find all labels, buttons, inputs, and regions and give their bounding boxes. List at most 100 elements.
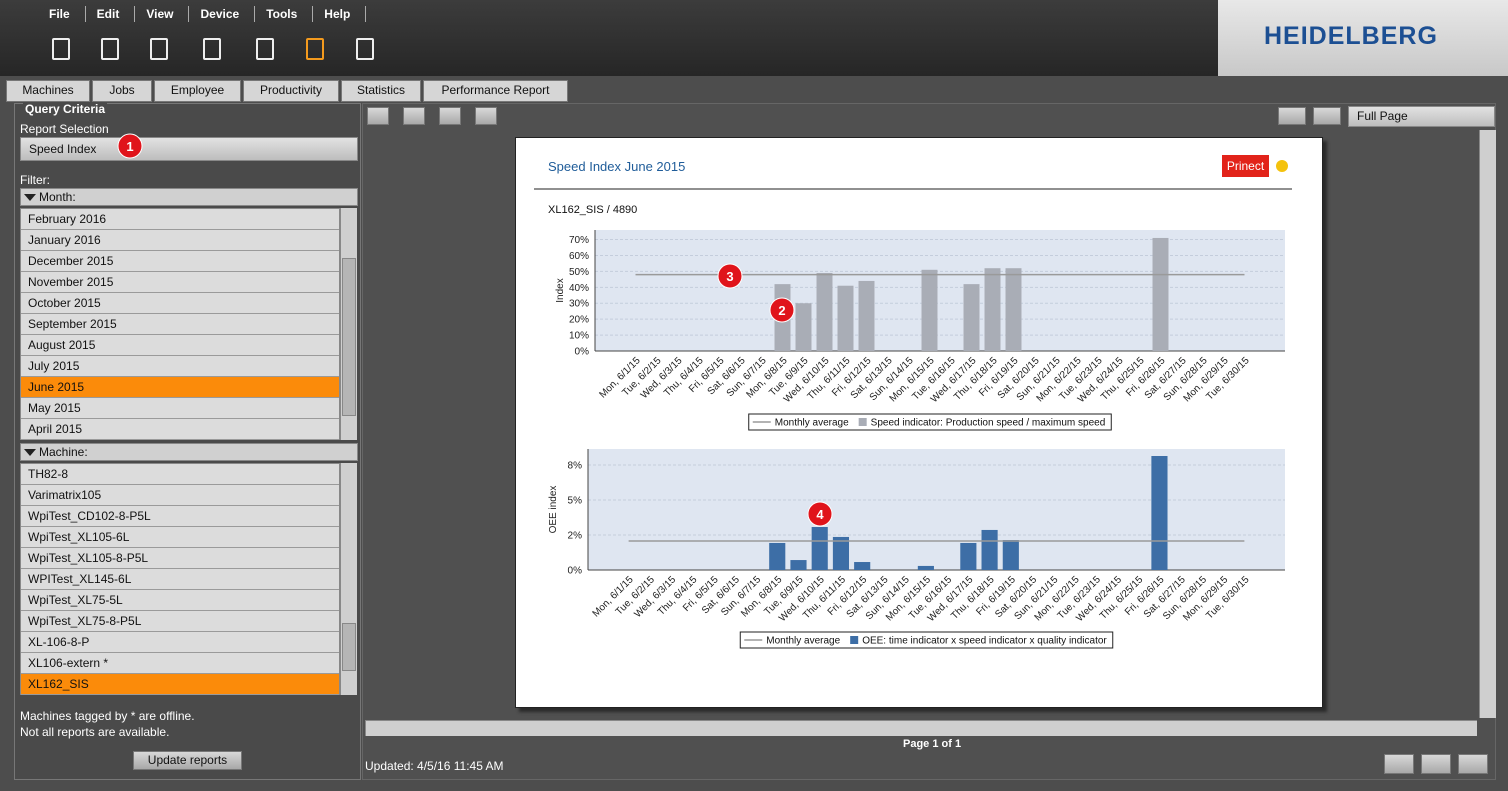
y-tick-label: 2% <box>568 530 583 541</box>
menu-item[interactable]: Help <box>313 6 367 22</box>
scrollbar[interactable] <box>365 720 1477 736</box>
bar <box>811 527 828 570</box>
nav-prev[interactable] <box>403 107 425 125</box>
scrollbar[interactable] <box>1479 130 1496 718</box>
legend-swatch <box>858 418 867 426</box>
list-item[interactable]: January 2016 <box>21 230 339 251</box>
list-item[interactable]: May 2015 <box>21 398 339 419</box>
scrollbar[interactable] <box>340 208 357 440</box>
list-item[interactable]: July 2015 <box>21 356 339 377</box>
y-tick-label: 0% <box>568 566 583 577</box>
toolbar-icon[interactable] <box>356 38 374 60</box>
bar <box>1151 456 1168 570</box>
list-item[interactable]: WpiTest_XL105-6L <box>21 527 339 548</box>
list-item[interactable]: WpiTest_XL105-8-P5L <box>21 548 339 569</box>
report-title: Speed Index June 2015 <box>548 159 685 174</box>
list-item[interactable]: XL-106-8-P <box>21 632 339 653</box>
update-button[interactable]: Update reports <box>133 751 242 770</box>
machine-list: TH82-8 Varimatrix105 WpiTest_CD102-8-P5L Wp… <box>20 463 340 695</box>
print-button[interactable] <box>1421 754 1451 774</box>
callout-number: 3 <box>726 269 733 284</box>
tab[interactable]: Machines <box>6 80 90 102</box>
scrollbar[interactable] <box>340 463 357 695</box>
zoom-dropdown[interactable]: Full Page <box>1348 106 1495 127</box>
nav-first[interactable] <box>367 107 389 125</box>
list-item[interactable]: WpiTest_CD102-8-P5L <box>21 506 339 527</box>
list-item[interactable]: WpiTest_XL75-8-P5L <box>21 611 339 632</box>
list-item[interactable]: Varimatrix105 <box>21 485 339 506</box>
legend: Monthly average Speed indicator: Producti… <box>748 413 1112 431</box>
month-header[interactable]: Month: <box>20 188 358 206</box>
bar <box>984 268 1001 351</box>
note: Not all reports are available. <box>20 725 170 739</box>
bar <box>790 560 807 570</box>
toolbar-icon[interactable] <box>256 38 274 60</box>
bar <box>1152 237 1169 351</box>
tab[interactable]: Performance Report <box>423 80 568 102</box>
list-item[interactable]: TH82-8 <box>21 464 339 485</box>
list-item[interactable]: September 2015 <box>21 314 339 335</box>
callout <box>117 133 143 159</box>
zoom-out[interactable] <box>1313 107 1341 125</box>
label: Report Selection <box>20 122 109 136</box>
list-item[interactable]: WPITest_XL145-6L <box>21 569 339 590</box>
note: Machines tagged by * are offline. <box>20 709 195 723</box>
bar <box>854 562 871 570</box>
callout-number: 2 <box>778 303 785 318</box>
nav-next[interactable] <box>439 107 461 125</box>
tab[interactable]: Statistics <box>341 80 421 102</box>
bar <box>1005 268 1022 351</box>
legend-box <box>748 413 1112 431</box>
export-button[interactable] <box>1384 754 1414 774</box>
dropdown-value: Full Page <box>1357 109 1408 123</box>
menu-bar: File Edit View Device Tools Help <box>0 0 1218 76</box>
scroll-thumb[interactable] <box>342 258 356 416</box>
list-item[interactable]: June 2015 <box>21 377 339 398</box>
machine-header[interactable]: Machine: <box>20 443 358 461</box>
tab[interactable]: Employee <box>154 80 241 102</box>
month-list: February 2016 January 2016 December 2015 No… <box>20 208 340 440</box>
list-item[interactable]: April 2015 <box>21 419 339 440</box>
y-axis-title: OEE index <box>548 486 559 534</box>
list-item[interactable]: February 2016 <box>21 209 339 230</box>
list-item[interactable]: November 2015 <box>21 272 339 293</box>
list-item[interactable]: December 2015 <box>21 251 339 272</box>
bar <box>832 536 850 570</box>
toolbar-icon[interactable] <box>52 38 70 60</box>
tab[interactable]: Productivity <box>243 80 339 102</box>
list-item[interactable]: August 2015 <box>21 335 339 356</box>
toolbar-icon[interactable] <box>101 38 119 60</box>
callout <box>769 297 795 323</box>
nav-last[interactable] <box>475 107 497 125</box>
list-item[interactable]: XL106-extern * <box>21 653 339 674</box>
bar <box>917 565 934 570</box>
list-item[interactable]: WpiTest_XL75-5L <box>21 590 339 611</box>
menu-item[interactable]: File <box>38 6 86 22</box>
menu-item[interactable]: Edit <box>86 6 136 22</box>
y-tick-label: 20% <box>569 315 589 326</box>
scroll-thumb[interactable] <box>342 623 356 671</box>
logo: HEIDELBERG <box>1218 0 1508 76</box>
list-item[interactable]: XL162_SIS <box>21 674 339 695</box>
menu-item[interactable]: Device <box>189 6 256 22</box>
toolbar-icon[interactable] <box>150 38 168 60</box>
legend-label: Monthly average <box>775 418 849 429</box>
toolbar-icon[interactable] <box>306 38 324 60</box>
toolbar-icon[interactable] <box>203 38 221 60</box>
updated-time: Updated: 4/5/16 11:45 AM <box>365 759 504 773</box>
list-item[interactable]: October 2015 <box>21 293 339 314</box>
bar <box>981 529 998 570</box>
report-dropdown[interactable]: Speed Index <box>20 137 358 161</box>
tab[interactable]: Jobs <box>92 80 152 102</box>
bar <box>963 284 980 351</box>
bar <box>921 269 938 351</box>
menu-item[interactable]: View <box>135 6 190 22</box>
bar <box>858 280 875 351</box>
menu: File Edit View Device Tools Help <box>38 6 367 22</box>
save-button[interactable] <box>1458 754 1488 774</box>
menu-item[interactable]: Tools <box>255 6 314 22</box>
legend-label: Monthly average <box>766 636 840 647</box>
zoom-in[interactable] <box>1278 107 1306 125</box>
